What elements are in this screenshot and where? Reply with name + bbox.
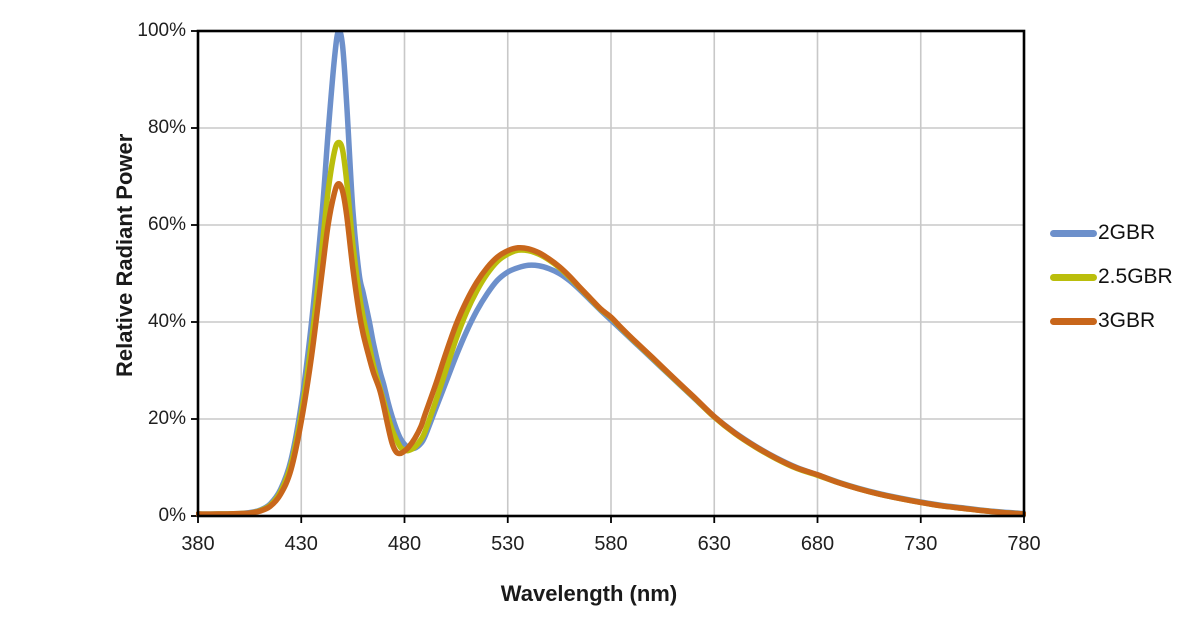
x-tick-label: 580 <box>594 533 628 555</box>
y-tick-label: 100% <box>137 20 186 41</box>
legend-label: 2GBR <box>1098 221 1156 244</box>
x-tick-label: 530 <box>491 533 525 555</box>
legend-swatch-icon <box>1050 229 1097 237</box>
x-tick-label: 730 <box>904 533 938 555</box>
plot-border <box>196 29 1026 518</box>
x-tick-label: 780 <box>1007 533 1041 555</box>
series-line-3GBR <box>196 181 1026 517</box>
y-tick-label: 20% <box>147 408 186 429</box>
legend-label: 2.5GBR <box>1098 265 1173 288</box>
legend-label: 3GBR <box>1098 309 1156 332</box>
y-tick-label: 40% <box>147 311 186 332</box>
y-tick-label: 60% <box>147 214 186 235</box>
x-tick-label: 380 <box>181 533 215 555</box>
y-tick-label: 80% <box>147 117 186 138</box>
chart-legend: 2GBR 2.5GBR 3GBR <box>1050 219 1173 335</box>
x-tick-label: 480 <box>387 533 422 555</box>
legend-swatch-icon <box>1050 273 1097 281</box>
y-axis-title: Relative Radiant Power <box>112 133 137 377</box>
legend-item-2GBR: 2GBR <box>1050 219 1173 247</box>
x-axis-title: Wavelength (nm) <box>500 581 678 606</box>
x-tick-label: 680 <box>800 533 835 555</box>
legend-swatch-icon <box>1050 317 1097 325</box>
y-tick-label: 0% <box>158 505 186 526</box>
legend-item-3GBR: 3GBR <box>1050 307 1173 335</box>
x-tick-label: 430 <box>284 533 318 555</box>
x-tick-label: 630 <box>697 533 731 555</box>
legend-item-2.5GBR: 2.5GBR <box>1050 263 1173 291</box>
